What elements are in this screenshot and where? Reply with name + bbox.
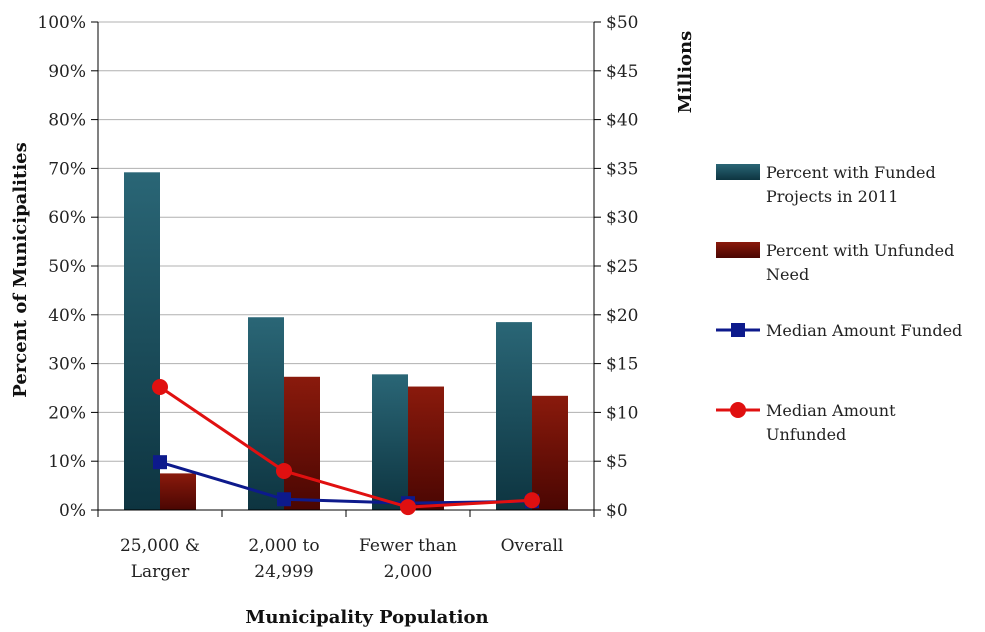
series-line	[159, 460, 533, 505]
axes: 0% 10% 20% 30% 40% 50% 60% 70% 80% 90% 100% $0 $5 $10…	[37, 13, 638, 582]
bar	[496, 322, 532, 510]
y2-tick-label: $30	[606, 208, 638, 228]
gridlines	[98, 21, 594, 462]
bar	[124, 172, 160, 510]
y-tick-label: 60%	[48, 208, 86, 228]
x-tick-label: 25,000 & Larger	[120, 536, 200, 582]
y-tick-label: 20%	[48, 403, 86, 423]
line-marker-square	[277, 492, 291, 507]
legend-swatch	[716, 164, 760, 180]
y2-tick-label: $40	[606, 111, 638, 131]
y2-tick-label: $20	[606, 306, 638, 326]
x-tick-label: 2,000 to 24,999	[248, 536, 319, 582]
bar	[248, 317, 284, 510]
y-tick-label: 10%	[48, 452, 86, 472]
axis-labels: Municipality Population Percent of Munic…	[10, 31, 696, 628]
legend-marker-square	[731, 323, 745, 337]
y2-tick-label: $10	[606, 403, 638, 423]
x-tick-label: Fewer than 2,000	[359, 536, 457, 582]
y2-tick-label: $15	[606, 355, 638, 375]
y-tick-label: 80%	[48, 111, 86, 131]
bar	[532, 395, 568, 510]
legend-marker-circle	[730, 402, 746, 418]
x-axis-title: Municipality Population	[245, 607, 488, 628]
y-tick-label: 30%	[48, 355, 86, 375]
legend-label: Median Amount Unfunded	[766, 401, 896, 444]
line-marker-circle	[152, 379, 168, 396]
line-series-layer	[152, 379, 540, 516]
legend-label: Percent with Funded Projects in 2011	[766, 163, 936, 206]
bar	[160, 473, 196, 510]
y2-tick-label: $45	[606, 62, 638, 82]
bar	[284, 376, 320, 510]
line-marker-circle	[524, 492, 540, 509]
series-line	[159, 385, 533, 509]
y-tick-label: 40%	[48, 306, 86, 326]
y2-tick-label: $25	[606, 257, 638, 277]
line-marker-circle	[276, 462, 292, 479]
y2-axis-title: Millions	[675, 31, 696, 114]
bar	[372, 374, 408, 510]
y-tick-label: 70%	[48, 159, 86, 179]
y-tick-label: 100%	[37, 13, 86, 33]
bar-series-layer	[124, 172, 568, 510]
y2-tick-label: $0	[606, 501, 628, 521]
y-tick-label: 0%	[59, 501, 86, 521]
y-tick-label: 50%	[48, 257, 86, 277]
bar	[408, 386, 444, 510]
y2-tick-label: $35	[606, 159, 638, 179]
line-marker-circle	[400, 499, 416, 516]
y2-tick-label: $5	[606, 452, 628, 472]
y-axis-title: Percent of Municipalities	[10, 142, 31, 397]
line-marker-square	[153, 455, 167, 470]
y-tick-label: 90%	[48, 62, 86, 82]
legend-label: Percent with Unfunded Need	[766, 241, 954, 284]
legend: Percent with Funded Projects in 2011 Perce…	[716, 163, 962, 444]
x-tick-label: Overall	[501, 536, 564, 556]
legend-swatch	[716, 242, 760, 258]
y2-tick-label: $50	[606, 13, 638, 33]
legend-label: Median Amount Funded	[766, 321, 962, 340]
